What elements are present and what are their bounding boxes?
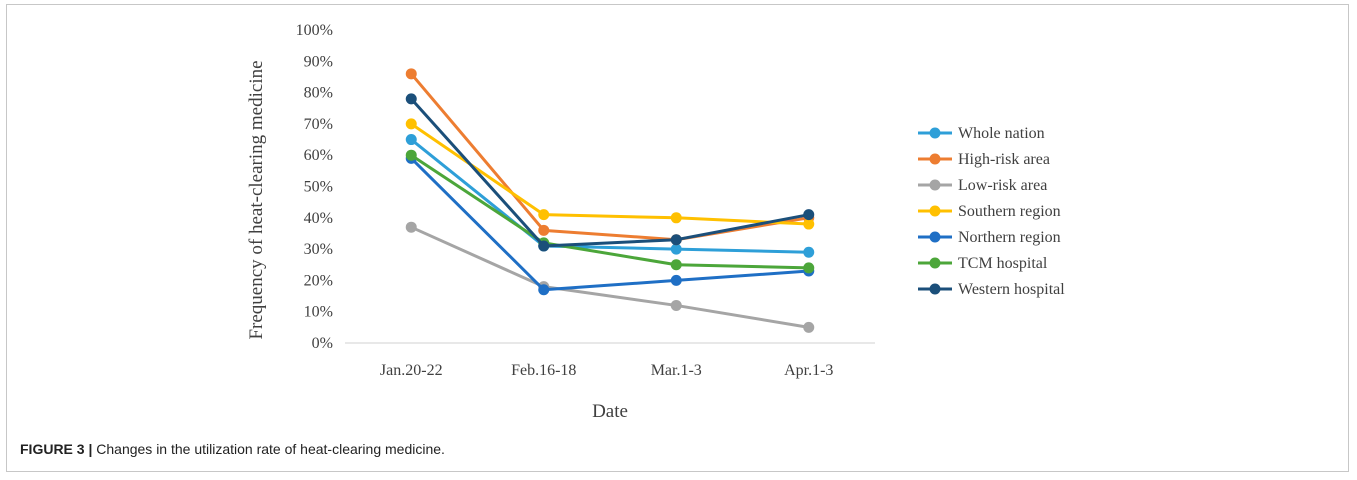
y-axis-title: Frequency of heat-clearing medicine <box>246 60 267 339</box>
line-chart: 0% 10% 20% 30% 40% 50% 60% 70% 80% 90% 100% Jan.20… <box>246 22 1065 422</box>
x-axis-ticks: Jan.20-22 Feb.16-18 Mar.1-3 Apr.1-3 <box>380 362 833 379</box>
data-point <box>405 93 417 105</box>
x-tick-label: Apr.1-3 <box>784 362 833 379</box>
data-point <box>803 218 815 230</box>
legend-item: Northern region <box>918 229 1061 246</box>
figure-caption-text: Changes in the utilization rate of heat-… <box>96 441 445 457</box>
x-axis-title: Date <box>592 401 628 422</box>
legend-label: Northern region <box>958 229 1061 246</box>
legend-swatch-marker <box>929 231 941 243</box>
series-line <box>410 153 809 270</box>
y-tick-label: 60% <box>304 147 333 164</box>
legend-label: Low-risk area <box>958 177 1047 194</box>
series-line <box>410 122 809 226</box>
data-point <box>538 209 550 221</box>
data-point <box>803 262 815 274</box>
figure-caption: FIGURE 3 | Changes in the utilization ra… <box>20 441 445 457</box>
legend-label: Western hospital <box>958 281 1065 298</box>
legend-item: TCM hospital <box>918 255 1048 272</box>
legend-swatch-marker <box>929 257 941 269</box>
data-point <box>670 259 682 271</box>
legend-item: Low-risk area <box>918 177 1047 194</box>
y-tick-label: 70% <box>304 116 333 133</box>
y-tick-label: 90% <box>304 53 333 70</box>
series-layer <box>405 68 815 333</box>
data-point <box>670 234 682 246</box>
data-point <box>670 212 682 224</box>
data-point <box>803 246 815 258</box>
legend-swatch-marker <box>929 205 941 217</box>
data-point <box>405 149 417 161</box>
series-2 <box>405 221 815 333</box>
y-tick-label: 20% <box>304 272 333 289</box>
series-5 <box>405 149 815 274</box>
data-point <box>670 274 682 286</box>
series-line <box>410 138 809 254</box>
data-point <box>670 243 682 255</box>
legend-label: Whole nation <box>958 125 1045 142</box>
data-point <box>405 68 417 80</box>
series-line <box>410 225 809 329</box>
data-point <box>538 284 550 296</box>
y-axis-ticks: 0% 10% 20% 30% 40% 50% 60% 70% 80% 90% 100% <box>296 22 333 352</box>
series-3 <box>405 118 815 230</box>
legend-swatch-marker <box>929 283 941 295</box>
series-1 <box>405 68 815 246</box>
series-line <box>410 157 809 292</box>
data-point <box>405 134 417 146</box>
data-point <box>803 321 815 333</box>
data-point <box>670 299 682 311</box>
legend-swatch-marker <box>929 179 941 191</box>
legend-item: Southern region <box>918 203 1061 220</box>
data-point <box>538 224 550 236</box>
data-point <box>803 209 815 221</box>
y-tick-label: 30% <box>304 241 333 258</box>
data-point <box>538 240 550 252</box>
legend-item: Whole nation <box>918 125 1045 142</box>
x-tick-label: Jan.20-22 <box>380 362 443 379</box>
legend-label: High-risk area <box>958 151 1050 168</box>
y-tick-label: 40% <box>304 210 333 227</box>
y-tick-label: 10% <box>304 304 333 321</box>
legend-label: Southern region <box>958 203 1061 220</box>
x-tick-label: Mar.1-3 <box>651 362 702 379</box>
y-tick-label: 50% <box>304 179 333 196</box>
x-tick-label: Feb.16-18 <box>511 362 576 379</box>
legend-item: Western hospital <box>918 281 1065 298</box>
y-tick-label: 100% <box>296 22 333 39</box>
legend-swatch-marker <box>929 153 941 165</box>
series-0 <box>405 134 815 258</box>
legend-label: TCM hospital <box>958 255 1048 272</box>
series-line <box>410 97 810 248</box>
legend-item: High-risk area <box>918 151 1050 168</box>
data-point <box>405 118 417 130</box>
series-6 <box>405 93 815 252</box>
y-tick-label: 0% <box>312 335 333 352</box>
data-point <box>405 221 417 233</box>
y-tick-label: 80% <box>304 85 333 102</box>
legend-swatch-marker <box>929 127 941 139</box>
legend: Whole nation High-risk area Low-risk area S… <box>918 125 1065 298</box>
series-line <box>410 72 809 242</box>
figure-label: FIGURE 3 | <box>20 441 93 457</box>
